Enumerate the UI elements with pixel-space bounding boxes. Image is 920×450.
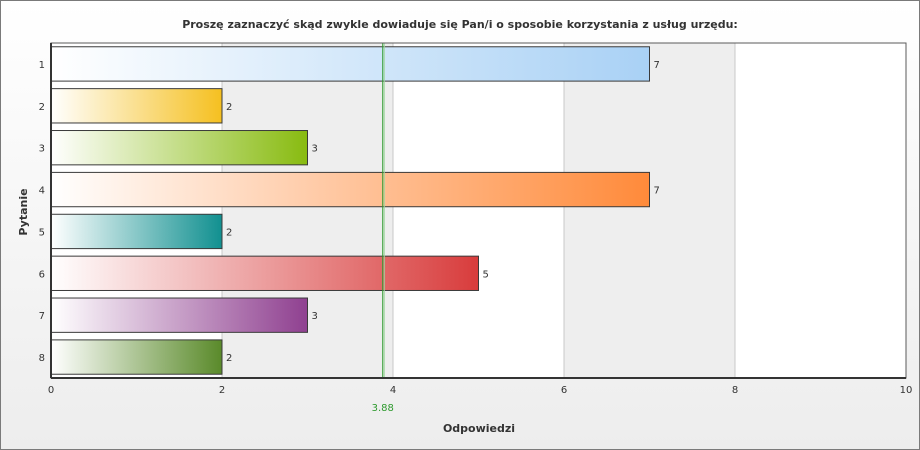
value-label-8: 2 — [226, 353, 232, 364]
value-label-7: 3 — [312, 311, 318, 322]
y-tick-label-7: 7 — [39, 311, 45, 322]
bar-2 — [50, 88, 223, 124]
bar-5 — [50, 213, 223, 250]
value-label-6: 5 — [483, 269, 489, 280]
y-tick-label-1: 1 — [39, 60, 45, 71]
plot-band — [564, 43, 735, 378]
x-axis-title: Odpowiedzi — [443, 422, 515, 435]
y-tick-label-3: 3 — [39, 144, 45, 155]
axes: 0 2 4 6 8 10 — [48, 42, 913, 396]
x-tick-label-4: 4 — [390, 385, 396, 396]
bar-7 — [50, 297, 308, 333]
bar-1 — [50, 46, 650, 82]
x-tick-label-6: 6 — [561, 385, 567, 396]
y-tick-label-2: 2 — [39, 102, 45, 113]
y-tick-label-5: 5 — [39, 227, 45, 238]
y-tick-label-6: 6 — [39, 269, 45, 280]
value-label-4: 7 — [654, 186, 660, 197]
y-tick-label-4: 4 — [39, 186, 45, 197]
mean-line-label: 3.88 — [372, 403, 394, 414]
bar-6 — [50, 255, 479, 291]
x-tick-label-0: 0 — [48, 385, 54, 396]
bars: 7 1 2 2 3 3 7 4 2 5 5 6 3 7 2 8 — [39, 46, 660, 375]
bar-3 — [50, 130, 308, 166]
value-label-2: 2 — [226, 102, 232, 113]
y-axis-title: Pytanie — [17, 188, 30, 235]
value-label-5: 2 — [226, 227, 232, 238]
mean-line-group: 3.88 — [372, 43, 394, 414]
x-tick-label-2: 2 — [219, 385, 225, 396]
value-label-1: 7 — [654, 60, 660, 71]
value-label-3: 3 — [312, 144, 318, 155]
x-tick-label-8: 8 — [732, 385, 738, 396]
bar-4 — [50, 171, 650, 208]
chart-title: Proszę zaznaczyć skąd zwykle dowiaduje s… — [182, 18, 738, 31]
y-tick-label-8: 8 — [39, 353, 45, 364]
x-tick-label-10: 10 — [900, 385, 913, 396]
bar-8 — [50, 339, 223, 375]
